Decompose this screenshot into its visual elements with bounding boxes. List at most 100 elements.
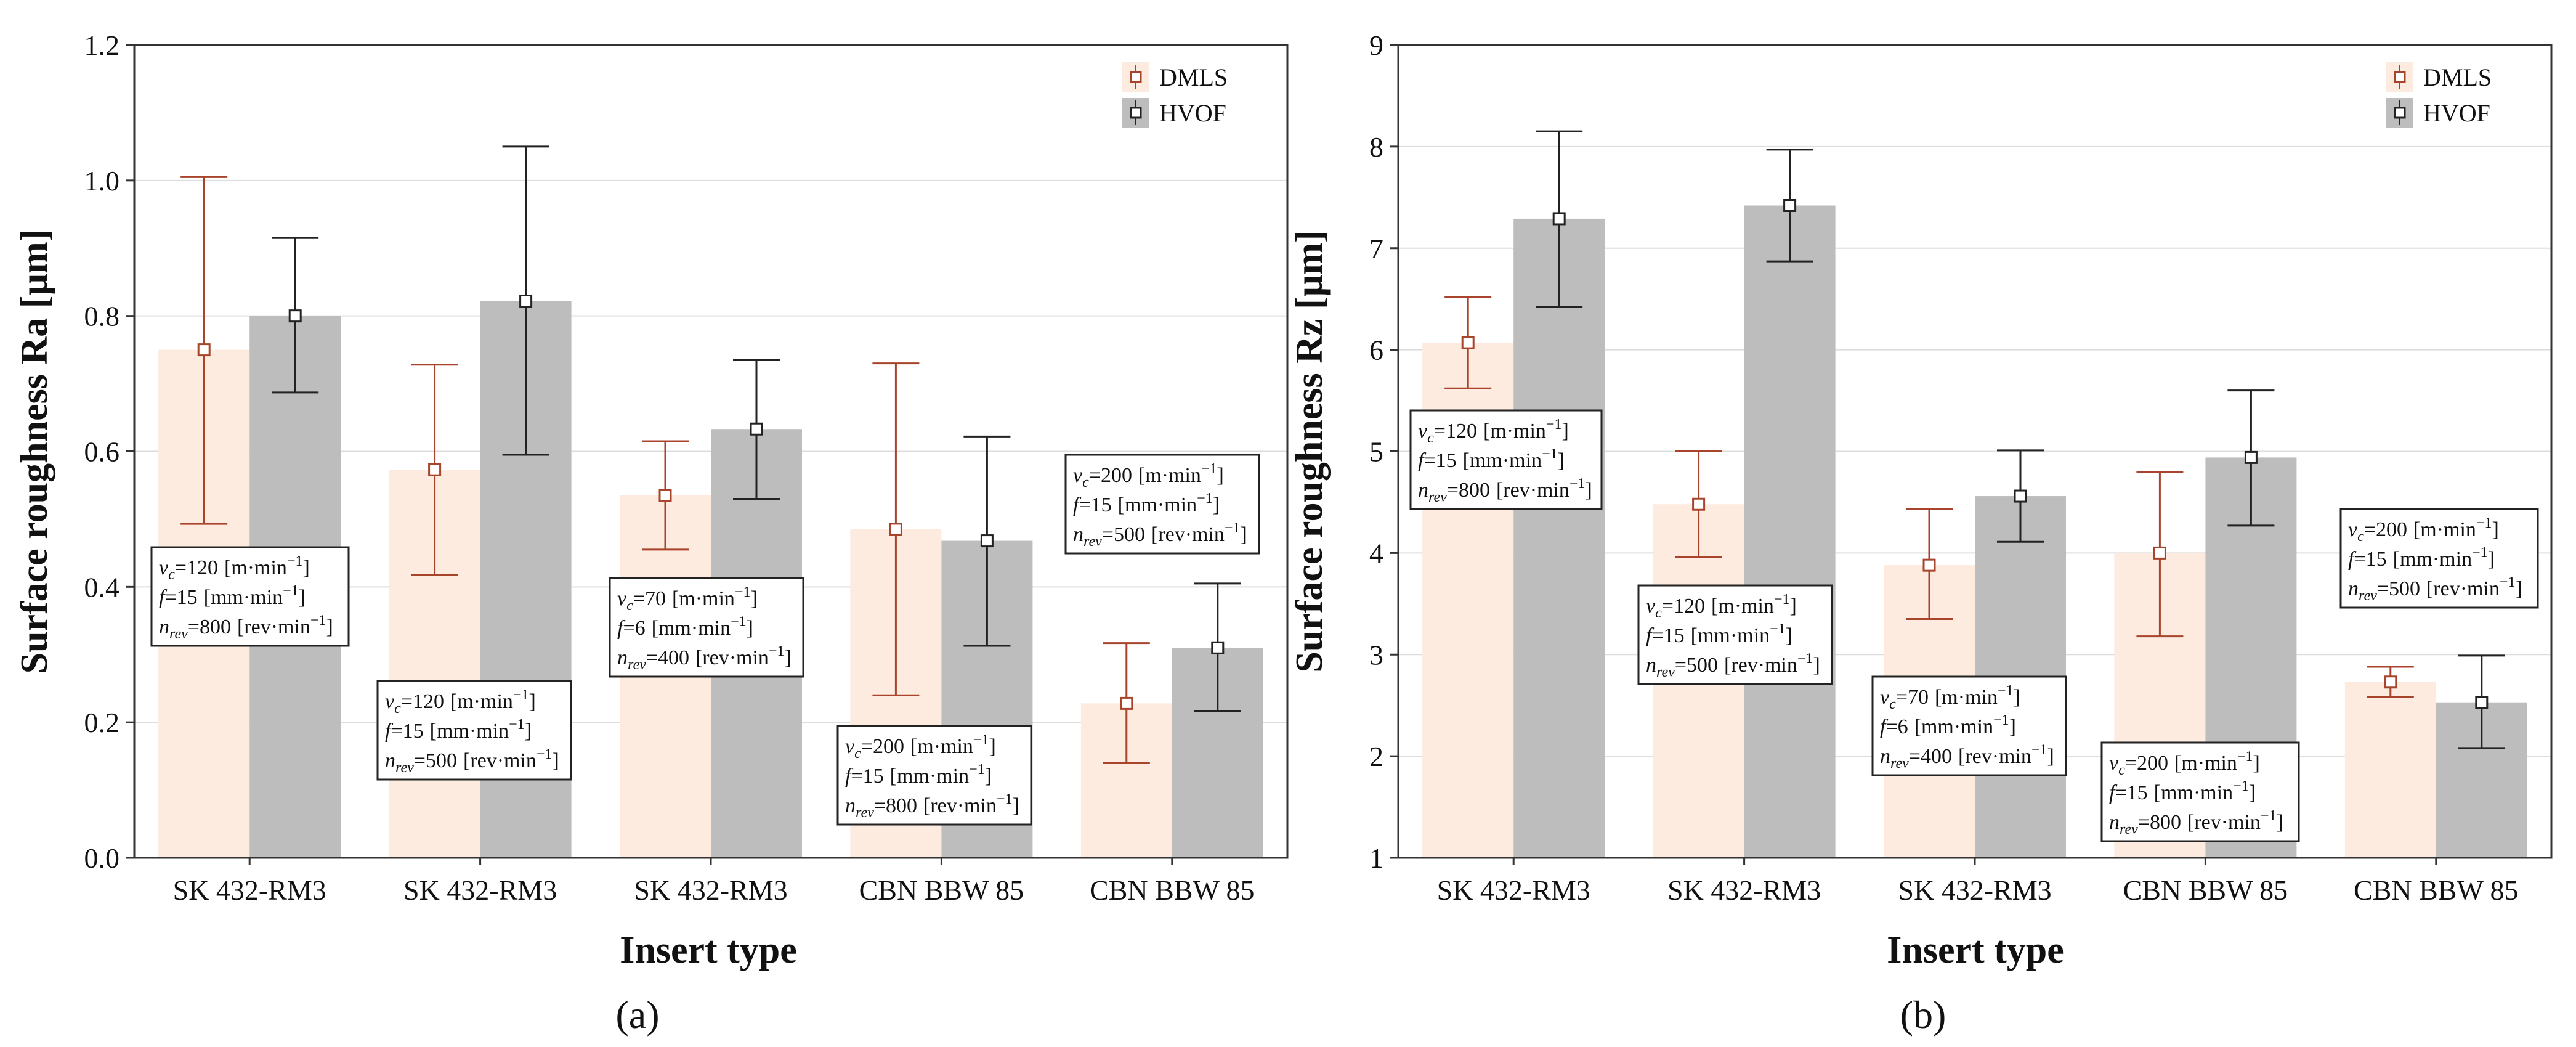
annotation-frame xyxy=(376,680,572,781)
annotation-value: 15 xyxy=(177,586,198,609)
annotation-unit: [mm·min xyxy=(1691,624,1770,647)
annotation-unit-close: ] xyxy=(2013,686,2020,709)
annotation-value: 15 xyxy=(1664,624,1685,647)
annotation-value: 500 xyxy=(426,749,457,772)
annotation-subscript: rev xyxy=(1656,664,1675,680)
annotation-symbol: v xyxy=(1073,464,1083,487)
annotation-unit-close: ] xyxy=(989,735,995,758)
annotation-eq: = xyxy=(2138,811,2150,834)
annotation-symbol: v xyxy=(385,690,395,713)
annotation-symbol: n xyxy=(2109,811,2120,834)
annotation-line-f: f=15 [mm·min−1] xyxy=(1646,621,1792,647)
annotation-eq: = xyxy=(2364,518,2376,541)
annotation-eq: = xyxy=(623,617,634,640)
annotation-subscript: c xyxy=(1655,605,1662,621)
annotation-line-v: vc=200 [m·min−1] xyxy=(845,732,996,762)
annotation-line-v: vc=200 [m·min−1] xyxy=(2109,749,2260,778)
y-tick-label: 0.8 xyxy=(84,301,120,332)
annotation-unit-close: ] xyxy=(1240,523,1247,546)
annotation-unit-close: ] xyxy=(552,749,559,772)
annotation-value: 400 xyxy=(658,646,689,669)
annotation-subscript: rev xyxy=(2120,821,2138,837)
annotation-unit-exp: −1 xyxy=(1201,461,1217,477)
annotation-subscript: c xyxy=(1889,696,1896,712)
annotation-unit-close: ] xyxy=(1217,464,1223,487)
annotation-symbol: v xyxy=(845,735,855,758)
annotation-symbol: v xyxy=(1880,686,1890,709)
annotation-unit-close: ] xyxy=(1813,654,1820,677)
annotation-eq: = xyxy=(1885,715,1897,738)
annotation-eq: = xyxy=(1675,654,1687,677)
annotation-unit-close: ] xyxy=(985,765,992,788)
annotation-unit-exp: −1 xyxy=(2472,545,2488,561)
annotation-unit: [mm·min xyxy=(1914,715,1993,738)
annotation-unit: [mm·min xyxy=(1463,449,1542,472)
legend: DMLS HVOF xyxy=(1122,62,1228,128)
annotation-eq: = xyxy=(874,794,886,817)
annotation-unit-exp: −1 xyxy=(2261,808,2277,824)
annotation-value: 15 xyxy=(2366,548,2387,571)
annotation-eq: = xyxy=(1089,464,1101,487)
bar-hvof xyxy=(1513,218,1605,858)
annotation-unit-close: ] xyxy=(1558,449,1565,472)
annotation-subscript: rev xyxy=(1890,756,1909,772)
parameter-annotation-box: vc=120 [m·min−1]f=15 [mm·min−1]nrev=800 [re… xyxy=(1409,409,1603,510)
annotation-symbol: n xyxy=(617,646,628,669)
annotation-line-n: nrev=800 [rev·min−1] xyxy=(159,613,333,642)
annotation-unit-exp: −1 xyxy=(769,643,785,659)
annotation-subscript: c xyxy=(394,701,401,717)
annotation-subscript: rev xyxy=(628,657,646,673)
y-tick-label: 8 xyxy=(1369,131,1383,163)
y-tick-label: 0.6 xyxy=(84,436,120,468)
annotation-unit-exp: −1 xyxy=(1197,491,1213,507)
annotation-unit-close: ] xyxy=(2047,745,2054,768)
annotation-unit: [rev·min xyxy=(237,616,310,638)
y-tick-label: 5 xyxy=(1369,436,1383,468)
mean-marker-hvof xyxy=(2475,696,2489,709)
annotation-unit-close: ] xyxy=(747,617,753,640)
annotation-unit: [rev·min xyxy=(1958,745,2031,768)
annotation-eq: = xyxy=(1651,624,1663,647)
annotation-line-n: nrev=500 [rev·min−1] xyxy=(1073,520,1247,550)
annotation-subscript: c xyxy=(854,746,861,762)
annotation-eq: = xyxy=(851,765,862,788)
annotation-eq: = xyxy=(2115,781,2126,804)
annotation-unit-exp: −1 xyxy=(283,583,299,599)
annotation-line-f: f=15 [mm·min−1] xyxy=(385,717,532,743)
annotation-unit-exp: −1 xyxy=(2237,749,2253,765)
legend-label-hvof: HVOF xyxy=(2423,99,2490,127)
annotation-line-n: nrev=500 [rev·min−1] xyxy=(2348,574,2522,604)
annotation-unit-exp: −1 xyxy=(735,584,751,600)
annotation-unit: [rev·min xyxy=(695,646,769,669)
legend-swatch-marker xyxy=(2394,71,2406,83)
annotation-value: 200 xyxy=(2376,518,2407,541)
annotation-subscript: rev xyxy=(2359,588,2377,604)
annotation-symbol: v xyxy=(2348,518,2358,541)
annotation-unit: [mm·min xyxy=(430,720,509,743)
annotation-unit-close: ] xyxy=(302,556,309,579)
annotation-unit: [rev·min xyxy=(1496,479,1569,502)
annotation-unit: [mm·min xyxy=(2393,548,2472,571)
annotation-line-v: vc=120 [m·min−1] xyxy=(385,687,536,717)
annotation-symbol: v xyxy=(1418,420,1428,442)
parameter-annotation-box: vc=70 [m·min−1]f=6 [mm·min−1]nrev=400 [rev·… xyxy=(1871,675,2067,776)
x-tick-label: SK 432-RM3 xyxy=(634,874,787,906)
y-tick-label: 2 xyxy=(1369,741,1383,772)
annotation-eq: = xyxy=(175,556,187,579)
x-tick-label: CBN BBW 85 xyxy=(859,874,1024,906)
annotation-frame xyxy=(836,725,1032,826)
annotation-eq: = xyxy=(414,749,426,772)
annotation-unit-exp: −1 xyxy=(1774,592,1790,608)
annotation-eq: = xyxy=(1434,420,1446,442)
mean-marker-hvof xyxy=(1211,641,1225,654)
annotation-eq: = xyxy=(2125,752,2137,775)
x-axis-label: Insert type xyxy=(620,929,797,971)
y-tick-label: 7 xyxy=(1369,233,1383,264)
annotation-eq: = xyxy=(861,735,873,758)
y-tick-label: 3 xyxy=(1369,639,1383,670)
mean-marker-hvof xyxy=(750,422,763,436)
annotation-subscript: c xyxy=(2357,529,2364,545)
annotation-frame xyxy=(2100,741,2300,842)
annotation-unit: [m·min xyxy=(1483,420,1546,442)
